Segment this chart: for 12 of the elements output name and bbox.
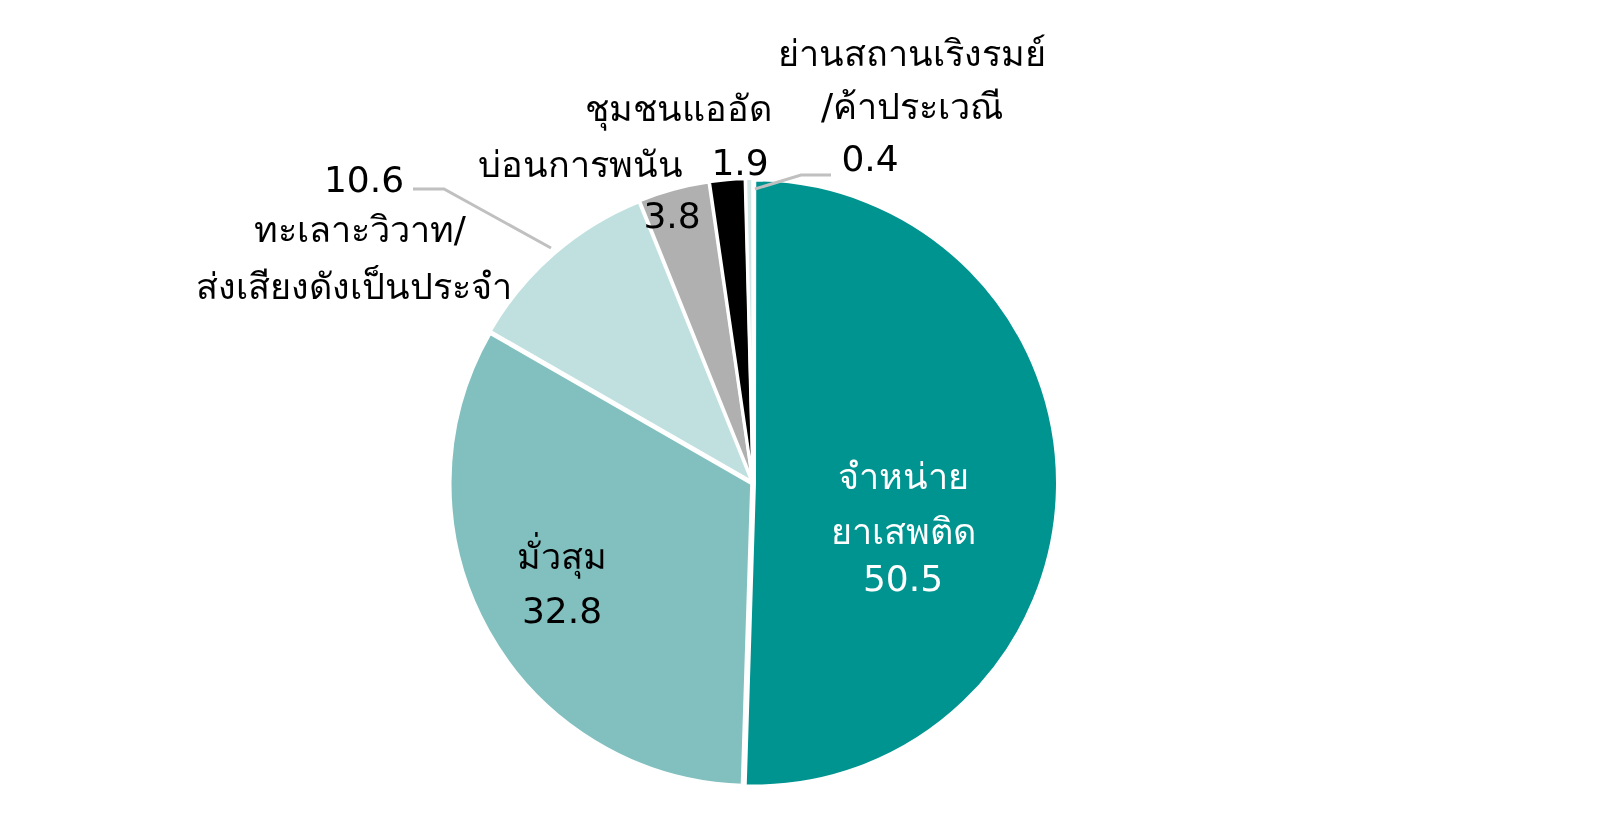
slice-label: บ่อนการพนัน xyxy=(477,144,683,186)
data-label: 0.4 xyxy=(841,138,899,180)
slice-label: มั่วสุม xyxy=(517,532,607,580)
data-label: 10.6 xyxy=(323,159,405,201)
slice-label: ทะเลาะวิวาท/ ส่งเสียงดังเป็นประจำ xyxy=(196,209,512,308)
slice-label: จำหน่าย ยาเสพติด xyxy=(830,456,976,553)
slice-label: ย่านสถานเริงรมย์ /ค้าประเวณี xyxy=(778,33,1046,128)
data-label: 32.8 xyxy=(521,590,603,632)
data-label: 1.9 xyxy=(711,142,769,184)
slice-label: ชุมชนแออัด xyxy=(584,88,772,132)
data-label: 50.5 xyxy=(862,558,944,600)
data-label: 3.8 xyxy=(643,195,701,237)
